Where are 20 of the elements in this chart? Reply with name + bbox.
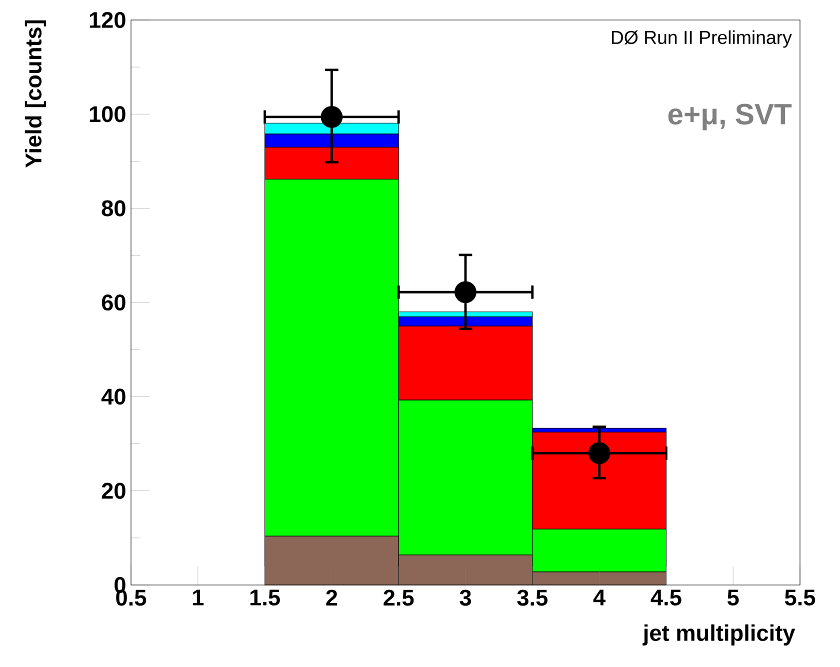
x-tick-label: 5.5 [784, 590, 816, 606]
y-axis-title: Yield [counts] [24, 20, 46, 168]
y-tick-label: 80 [102, 200, 126, 216]
x-tick-label: 5 [727, 590, 739, 606]
y-tick-label: 60 [102, 294, 126, 311]
x-tick-label: 1.5 [250, 590, 280, 606]
x-tick-label: 2 [326, 590, 338, 606]
annotation: DØ Run II Preliminary [612, 30, 792, 48]
y-tick-label: 20 [102, 482, 126, 499]
x-tick-label: 4 [593, 590, 606, 606]
annotation: e+μ, SVT [668, 104, 792, 130]
x-tick-label: 2.5 [384, 590, 414, 606]
x-tick-label: 3 [460, 590, 471, 606]
x-tick-label: 4.5 [650, 590, 682, 606]
x-tick-label: 1 [193, 590, 204, 606]
x-axis-title: jet multiplicity [642, 624, 796, 646]
x-tick-label: 3.5 [517, 590, 548, 606]
y-tick-label: 40 [101, 388, 126, 405]
y-tick-label: 120 [90, 12, 126, 28]
y-tick-label: 100 [90, 106, 126, 122]
